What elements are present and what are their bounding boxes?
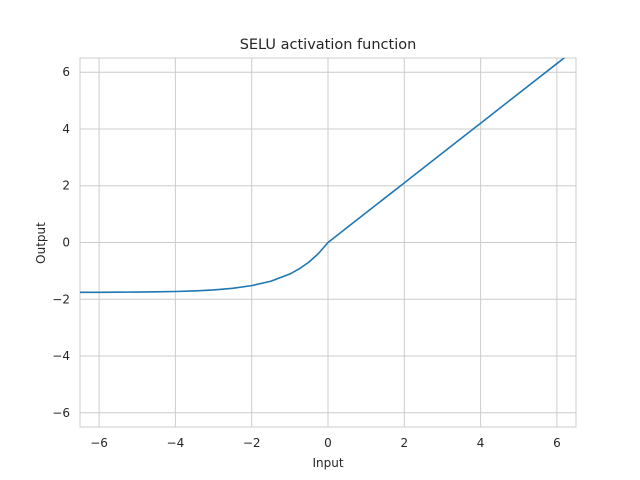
- x-tick-label: 4: [477, 436, 485, 450]
- x-tick-label: −6: [90, 436, 108, 450]
- x-axis-label: Input: [312, 456, 343, 470]
- selu-curve-line: [80, 58, 566, 294]
- x-tick-label: 2: [400, 436, 408, 450]
- y-axis-ticks: −6 −4 −2 0 2 4 6: [52, 65, 70, 420]
- y-tick-label: 4: [62, 122, 70, 136]
- y-tick-label: −4: [52, 349, 70, 363]
- chart-title: SELU activation function: [240, 37, 417, 53]
- y-tick-label: −6: [52, 406, 70, 420]
- y-tick-label: 6: [62, 65, 70, 79]
- plot-area-frame: [79, 57, 577, 428]
- y-tick-label: −2: [52, 292, 70, 306]
- y-tick-label: 0: [62, 236, 70, 250]
- x-tick-label: 6: [553, 436, 561, 450]
- y-tick-label: 2: [62, 179, 70, 193]
- y-axis-label: Output: [34, 222, 48, 264]
- x-tick-label: −2: [243, 436, 261, 450]
- x-tick-label: −4: [167, 436, 185, 450]
- x-tick-label: 0: [324, 436, 332, 450]
- x-axis-ticks: −6 −4 −2 0 2 4 6: [90, 436, 561, 450]
